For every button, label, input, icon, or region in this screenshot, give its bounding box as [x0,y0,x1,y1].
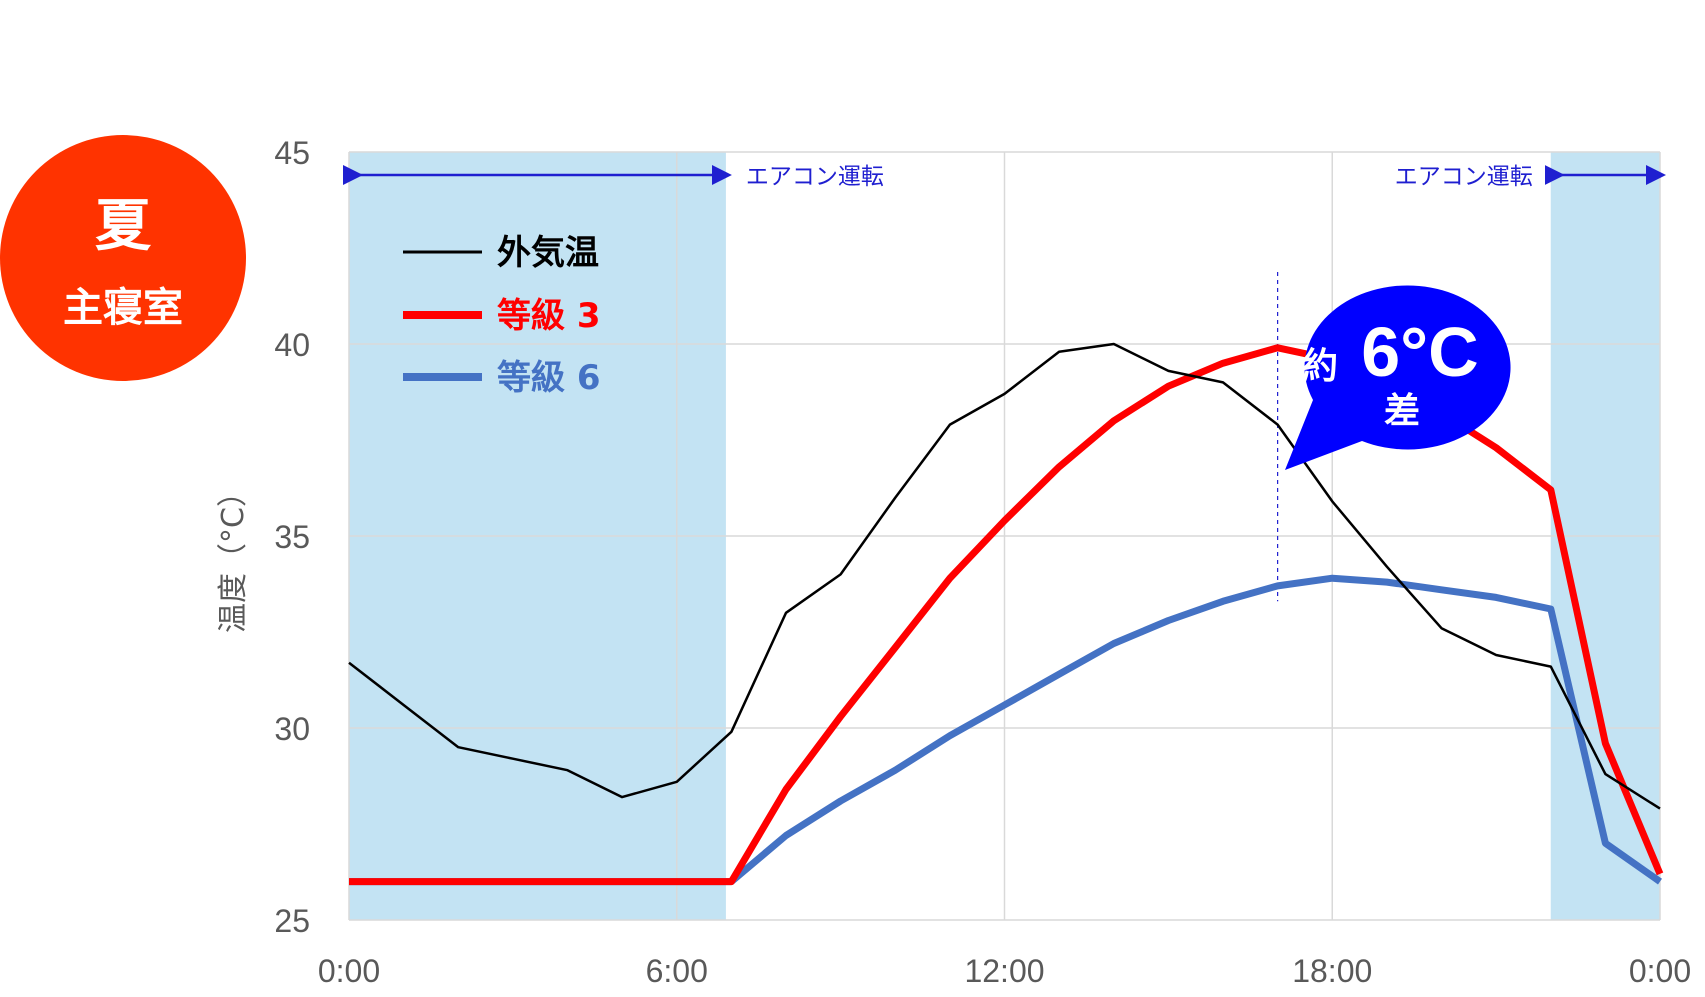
x-tick-label: 18:00 [1292,953,1372,989]
room-label: 主寝室 [63,285,183,331]
legend-label-outdoor: 外気温 [497,233,599,273]
y-tick-label: 35 [274,519,310,555]
callout-prefix: 約 [1302,346,1338,387]
operation-notes: エアコン運転 エアコン運転 [343,164,1666,602]
legend: 外気温 等級 3 等級 6 [403,233,601,398]
callout-value: 6°C [1361,313,1478,391]
x-tick-label: 0:00 [1629,953,1691,989]
x-tick-label: 12:00 [964,953,1044,989]
y-tick-label: 45 [274,135,310,171]
season-label: 夏 [95,194,152,259]
axis-layer: 25 30 35 40 45 0:00 6:00 12:00 18:00 0:00 [274,135,1691,989]
y-tick-label: 40 [274,327,310,363]
aircon-label-1: エアコン運転 [1395,164,1533,190]
x-tick-label: 0:00 [318,953,380,989]
x-tick-label: 6:00 [646,953,708,989]
legend-label-grade3: 等級 3 [497,296,601,336]
legend-label-grade6: 等級 6 [497,358,601,398]
season-badge-circle [0,135,246,381]
callout-suffix: 差 [1384,391,1420,432]
series-line-0 [348,342,1661,810]
y-tick-label: 25 [274,903,310,939]
y-axis-label: 温度（°C） [216,477,251,633]
aircon-label-0: エアコン運転 [746,164,884,190]
callout-bubble [1285,285,1511,470]
difference-callout: 約 6°C 差 [1285,285,1511,470]
y-tick-label: 30 [274,711,310,747]
season-badge: 夏 主寝室 [0,135,246,381]
